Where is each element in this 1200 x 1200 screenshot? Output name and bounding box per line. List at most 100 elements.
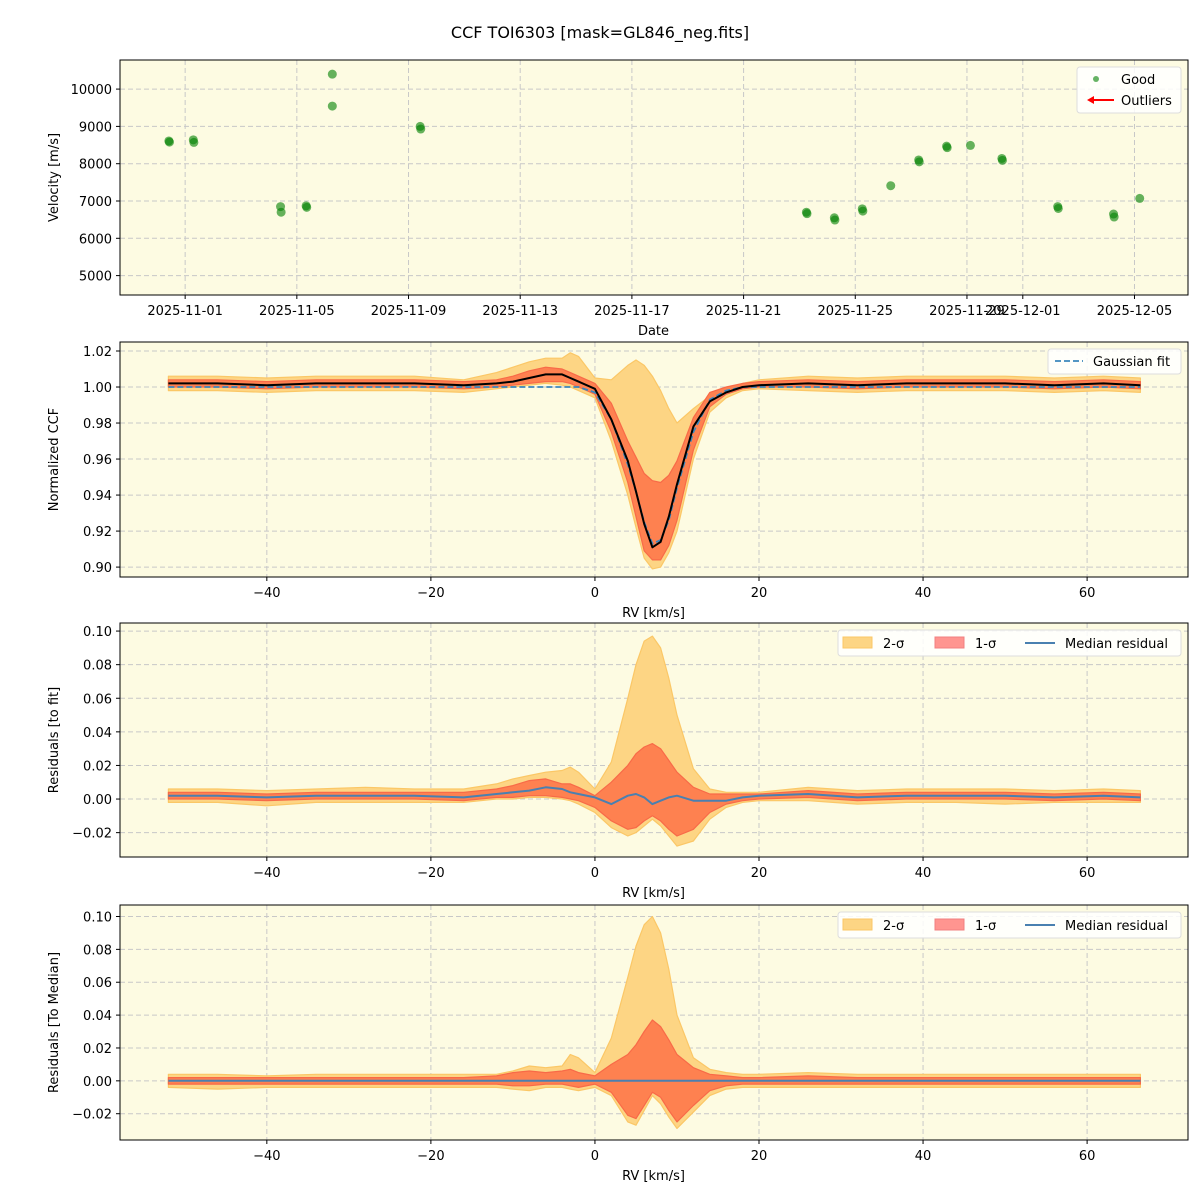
good-point [858, 206, 868, 216]
good-point [914, 157, 924, 167]
x-tick-label: 40 [915, 1149, 932, 1164]
legend-label-2sigma: 2-σ [883, 919, 904, 934]
y-tick-label: 6000 [79, 232, 112, 247]
band-2-sigma [167, 352, 1141, 570]
legend: 2-σ 1-σ Median residual [837, 911, 1182, 939]
x-tick-label: −40 [253, 866, 280, 881]
x-tick-label: 40 [915, 586, 932, 601]
y-tick-label: 0.02 [83, 1042, 112, 1057]
good-point [416, 124, 426, 134]
x-axis-label: RV [km/s] [622, 606, 685, 621]
good-marker-icon [1093, 76, 1099, 82]
x-axis-label: RV [km/s] [622, 886, 685, 901]
good-point [965, 140, 975, 150]
band-1-sigma-swatch [934, 636, 965, 649]
legend: Gaussian fit [1047, 348, 1182, 375]
residual-to-median-panel: −40 −20 0 20 40 60 −0.02 0.00 0.02 0.04 0.06 0.08 0.… [47, 904, 1189, 1184]
y-tick-label: 0.96 [83, 453, 112, 468]
y-tick-label: 0.10 [83, 625, 112, 640]
median-residual-line [168, 786, 1141, 806]
figure-title: CCF TOI6303 [mask=GL846_neg.fits] [451, 23, 749, 43]
y-tick-label: 0.90 [83, 561, 112, 576]
x-tick-label: 2025-11-29 [929, 304, 1005, 319]
y-tick-label: 10000 [71, 83, 112, 98]
band-1-sigma [167, 1019, 1141, 1123]
band-1-sigma-swatch [934, 918, 965, 931]
x-tick-label: 2025-12-05 [1097, 304, 1173, 319]
x-tick-label: 0 [591, 866, 599, 881]
good-point [327, 69, 337, 79]
axes-frame [119, 622, 1189, 858]
band-1-sigma [167, 743, 1141, 837]
x-tick-label: 60 [1079, 866, 1096, 881]
x-tick-label: 20 [751, 1149, 768, 1164]
axes-frame [119, 59, 1189, 296]
x-tick-label: −40 [253, 1149, 280, 1164]
good-point [942, 143, 952, 153]
y-tick-label: 0.00 [83, 1075, 112, 1090]
y-tick-label: 0.10 [83, 911, 112, 926]
x-tick-label: 2025-11-13 [482, 304, 558, 319]
legend-label-1sigma: 1-σ [975, 637, 996, 652]
x-tick-label: 20 [751, 586, 768, 601]
legend: Good Outliers [1076, 66, 1182, 114]
band-2-sigma-swatch [842, 636, 873, 649]
y-axis-label: Velocity [m/s] [47, 133, 62, 222]
y-tick-label: 0.06 [83, 976, 112, 991]
legend-box [1076, 66, 1182, 114]
x-axis-label: RV [km/s] [622, 1169, 685, 1184]
y-tick-label: 0.06 [83, 692, 112, 707]
y-tick-label: 0.98 [83, 417, 112, 432]
legend-label-median: Median residual [1065, 919, 1168, 934]
ccf-panel: −40 −20 0 20 40 60 0.90 0.92 0.94 0.96 0.98 1.00 1.0… [47, 341, 1189, 621]
y-tick-label: 8000 [79, 158, 112, 173]
x-tick-label: −40 [253, 586, 280, 601]
y-tick-label: 0.00 [83, 793, 112, 808]
x-tick-label: 2025-11-01 [147, 304, 223, 319]
axes-frame [119, 904, 1189, 1141]
y-tick-label: 0.04 [83, 1009, 112, 1024]
legend-box [1047, 348, 1182, 375]
y-tick-label: 5000 [79, 270, 112, 285]
x-tick-label: 2025-11-05 [259, 304, 335, 319]
median-ccf-line [168, 373, 1141, 549]
good-point [327, 101, 337, 111]
velocity-panel: 2025-11-01 2025-11-05 2025-11-09 2025-11-13… [47, 59, 1189, 339]
good-point [164, 137, 174, 147]
x-tick-label: −20 [417, 1149, 444, 1164]
legend-box [837, 629, 1182, 657]
good-point [1135, 193, 1145, 203]
y-axis-label: Residuals [To Median] [47, 952, 62, 1093]
x-tick-label: 2025-11-21 [706, 304, 782, 319]
y-tick-label: 1.02 [83, 345, 112, 360]
y-tick-label: −0.02 [72, 827, 112, 842]
y-tick-label: 0.92 [83, 525, 112, 540]
x-tick-label: 2025-11-09 [371, 304, 447, 319]
y-tick-label: 0.04 [83, 726, 112, 741]
x-tick-label: −20 [417, 866, 444, 881]
plot-background [120, 60, 1188, 295]
legend-label-2sigma: 2-σ [883, 637, 904, 652]
y-tick-label: 1.00 [83, 381, 112, 396]
good-point [830, 215, 840, 225]
x-tick-label: 40 [915, 866, 932, 881]
residual-to-fit-panel: −40 −20 0 20 40 60 −0.02 0.00 0.02 0.04 0.06 0.08 0.… [47, 622, 1189, 901]
x-tick-label: 2025-11-17 [594, 304, 670, 319]
legend-label-1sigma: 1-σ [975, 919, 996, 934]
good-point [302, 202, 312, 212]
outlier-arrowhead-icon [1087, 96, 1094, 104]
legend-label-median: Median residual [1065, 637, 1168, 652]
good-point [1053, 203, 1063, 213]
x-tick-label: 60 [1079, 1149, 1096, 1164]
axes-frame [119, 341, 1189, 578]
x-tick-label: 2025-12-01 [985, 304, 1061, 319]
y-tick-label: 9000 [79, 120, 112, 135]
good-point [886, 181, 896, 191]
y-axis-label: Residuals [to fit] [47, 687, 62, 793]
y-tick-label: −0.02 [72, 1108, 112, 1123]
x-tick-label: 2025-11-25 [817, 304, 893, 319]
legend-label-fit: Gaussian fit [1093, 355, 1170, 370]
good-point [802, 209, 812, 219]
x-tick-label: 0 [591, 1149, 599, 1164]
